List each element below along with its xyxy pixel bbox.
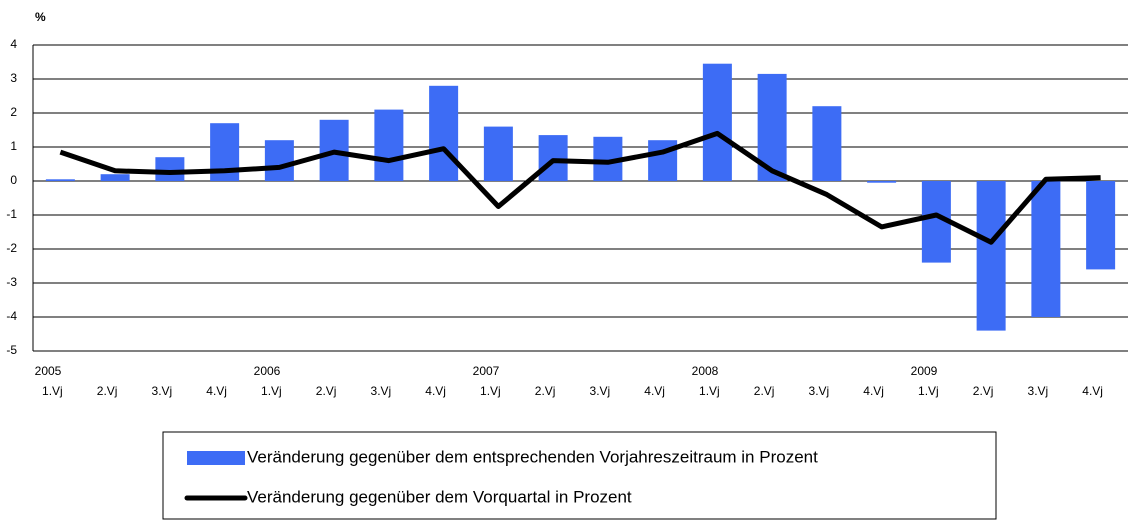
x-tick-label: 3.Vj xyxy=(1028,384,1049,398)
x-tick-label: 1.Vj xyxy=(42,384,63,398)
x-tick-label: 4.Vj xyxy=(425,384,446,398)
x-tick-label: 3.Vj xyxy=(371,384,392,398)
x-tick-label: 3.Vj xyxy=(809,384,830,398)
bar xyxy=(702,63,732,182)
year-label: 2007 xyxy=(473,364,500,378)
x-tick-label: 1.Vj xyxy=(261,384,282,398)
bar xyxy=(483,126,513,181)
line xyxy=(59,130,1101,245)
y-tick-label: 0 xyxy=(10,173,17,187)
bar xyxy=(538,135,568,181)
y-tick-label: -1 xyxy=(6,207,17,221)
x-tick-label: 2.Vj xyxy=(754,384,775,398)
bar xyxy=(155,157,185,181)
y-tick-label: -3 xyxy=(6,275,17,289)
bar xyxy=(45,179,75,181)
bar xyxy=(1086,181,1116,270)
x-tick-label: 1.Vj xyxy=(918,384,939,398)
y-tick-label: -2 xyxy=(6,241,17,255)
y-tick-label: -4 xyxy=(6,309,17,323)
y-tick-label: 2 xyxy=(10,105,17,119)
y-axis-label: % xyxy=(35,10,46,24)
x-tick-label: 4.Vj xyxy=(206,384,227,398)
y-tick-label: 1 xyxy=(10,139,17,153)
bar xyxy=(1031,181,1061,317)
year-label: 2009 xyxy=(911,364,938,378)
y-tick-label: 4 xyxy=(10,37,17,51)
bar xyxy=(976,181,1006,331)
bar xyxy=(374,109,404,181)
x-tick-label: 4.Vj xyxy=(644,384,665,398)
legend-box xyxy=(162,431,997,520)
legend-label: Veränderung gegenüber dem Vorquartal in … xyxy=(247,487,632,506)
x-tick-label: 4.Vj xyxy=(863,384,884,398)
x-tick-label: 2.Vj xyxy=(535,384,556,398)
year-label: 2006 xyxy=(254,364,281,378)
bar xyxy=(812,106,842,181)
bar xyxy=(867,181,897,183)
legend-swatch xyxy=(187,451,245,465)
x-tick-label: 2.Vj xyxy=(973,384,994,398)
x-tick-label: 2.Vj xyxy=(316,384,337,398)
y-tick-label: -5 xyxy=(6,343,17,357)
x-tick-label: 4.Vj xyxy=(1082,384,1103,398)
year-label: 2005 xyxy=(35,364,62,378)
x-tick-label: 1.Vj xyxy=(699,384,720,398)
year-label: 2008 xyxy=(692,364,719,378)
x-tick-label: 3.Vj xyxy=(152,384,173,398)
legend-label: Veränderung gegenüber dem entsprechenden… xyxy=(247,447,818,466)
x-tick-label: 3.Vj xyxy=(590,384,611,398)
y-tick-label: 3 xyxy=(10,71,17,85)
x-tick-label: 1.Vj xyxy=(480,384,501,398)
bar xyxy=(264,140,294,181)
x-tick-label: 2.Vj xyxy=(97,384,118,398)
bar xyxy=(100,174,130,181)
bar xyxy=(429,85,459,181)
